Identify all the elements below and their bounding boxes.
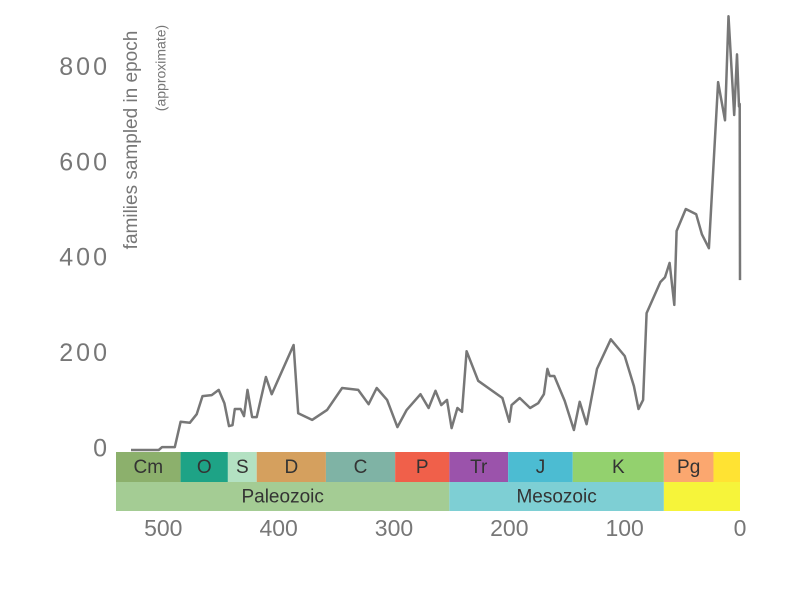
period-label: Pg: [677, 457, 700, 478]
period-label: S: [236, 457, 249, 478]
period: P: [395, 452, 450, 482]
period-label: C: [354, 457, 368, 478]
x-tick-label: 100: [605, 515, 643, 541]
era-rect: [116, 482, 450, 511]
period-rect: [180, 452, 228, 482]
period-label: K: [612, 457, 625, 478]
era-rect: [449, 482, 664, 511]
period: K: [572, 452, 664, 482]
period-rect: [572, 452, 664, 482]
period: J: [508, 452, 573, 482]
x-tick-label: 0: [734, 515, 747, 541]
era: [663, 482, 740, 511]
period-label: O: [197, 457, 212, 478]
period-label: J: [536, 457, 546, 478]
y-axis-note: (approximate): [153, 25, 169, 111]
x-tick-label: 200: [490, 515, 528, 541]
period: C: [325, 452, 396, 482]
period-label: Cm: [134, 457, 164, 478]
period-label: D: [284, 457, 298, 478]
x-tick-label: 500: [144, 515, 182, 541]
period-rect: [713, 452, 740, 482]
period-rect: [395, 452, 450, 482]
period: Cm: [116, 452, 181, 482]
period-rect: [508, 452, 573, 482]
period-rect: [116, 452, 181, 482]
period: D: [256, 452, 326, 482]
era-label: Paleozoic: [241, 487, 323, 508]
y-tick-label: 200: [59, 339, 110, 367]
period: [713, 452, 740, 482]
x-tick-label: 300: [375, 515, 413, 541]
period: Tr: [449, 452, 509, 482]
period: O: [180, 452, 228, 482]
period-rect: [663, 452, 714, 482]
period-rect: [227, 452, 257, 482]
period: S: [227, 452, 257, 482]
era: Paleozoic: [116, 482, 450, 511]
period-label: Tr: [470, 457, 488, 478]
period: Pg: [663, 452, 714, 482]
period-rect: [325, 452, 396, 482]
era-label: Mesozoic: [516, 487, 596, 508]
era: Mesozoic: [449, 482, 664, 511]
y-tick-label: 400: [59, 244, 110, 272]
era-rect: [663, 482, 740, 511]
period-rect: [449, 452, 509, 482]
x-tick-label: 400: [259, 515, 297, 541]
y-tick-label: 800: [59, 53, 110, 81]
period-label: P: [416, 457, 429, 478]
data-line: [131, 14, 742, 452]
y-tick-label: 600: [59, 148, 110, 176]
period-rect: [256, 452, 326, 482]
y-axis-label: families sampled in epoch: [121, 31, 142, 250]
y-tick-label: 0: [93, 435, 110, 463]
